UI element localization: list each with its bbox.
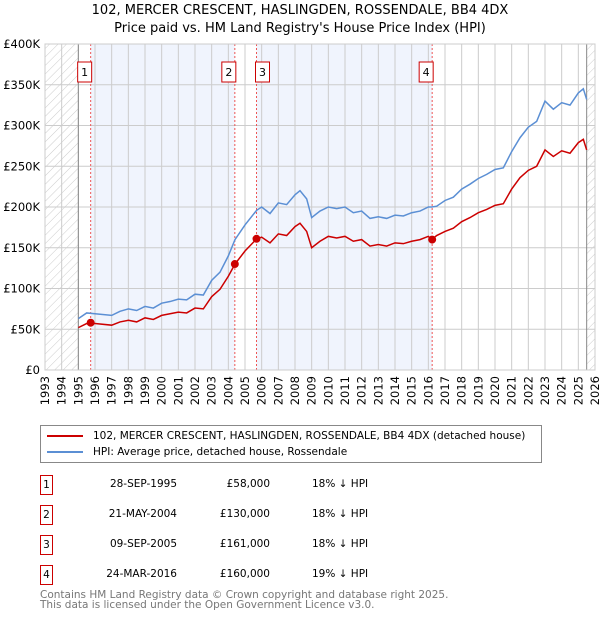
sale-point xyxy=(230,260,239,269)
sale-date: 21-MAY-2004 xyxy=(108,508,177,520)
property-line-swatch xyxy=(47,435,83,437)
x-tick-label: 2023 xyxy=(538,376,552,405)
chart-legend: 102, MERCER CRESCENT, HASLINGDEN, ROSSEN… xyxy=(40,425,542,463)
sale-label: 4 xyxy=(423,66,430,79)
sale-label-box xyxy=(255,61,270,83)
x-tick-label: 2006 xyxy=(255,376,269,405)
x-tick-label: 2020 xyxy=(488,376,502,405)
y-tick-label: £350K xyxy=(3,78,40,92)
x-tick-label: 2014 xyxy=(388,376,402,405)
x-tick-label: 2003 xyxy=(205,376,219,405)
y-tick-label: £300K xyxy=(3,119,40,133)
x-tick-label: 2013 xyxy=(371,376,385,405)
x-tick-label: 2004 xyxy=(221,376,235,405)
sale-number: 1 xyxy=(40,475,53,495)
y-tick-label: £400K xyxy=(3,37,40,51)
x-tick-label: 1993 xyxy=(38,376,52,405)
x-tick-label: 2010 xyxy=(321,376,335,405)
x-tick-label: 2001 xyxy=(171,376,185,405)
sale-label-box xyxy=(77,61,93,83)
x-tick-label: 2000 xyxy=(155,376,169,405)
hpi-line-swatch xyxy=(47,451,83,453)
x-tick-label: 2018 xyxy=(455,376,469,405)
x-tick-label: 2002 xyxy=(188,376,202,405)
sale-hpi-diff: 18% ↓ HPI xyxy=(312,508,369,520)
sale-point xyxy=(252,234,261,243)
property-price-line xyxy=(78,138,588,329)
chart-title: 102, MERCER CRESCENT, HASLINGDEN, ROSSEN… xyxy=(91,3,509,18)
x-tick-label: 1995 xyxy=(71,376,85,405)
sale-price: £161,000 xyxy=(219,538,270,550)
sale-price: £160,000 xyxy=(219,568,270,580)
sale-row: 3 09-SEP-2005 £161,000 18% ↓ HPI xyxy=(40,535,440,555)
y-tick-label: £150K xyxy=(3,241,40,255)
y-tick-label: £50K xyxy=(11,322,41,336)
footer-line-1: Contains HM Land Registry data © Crown c… xyxy=(40,589,449,601)
sale-price: £58,000 xyxy=(226,478,270,490)
legend-property: 102, MERCER CRESCENT, HASLINGDEN, ROSSEN… xyxy=(93,430,526,442)
sale-price: £130,000 xyxy=(219,508,270,520)
x-tick-label: 2021 xyxy=(505,376,519,405)
x-tick-label: 1996 xyxy=(88,376,102,405)
sale-number: 4 xyxy=(40,565,53,585)
x-tick-label: 2009 xyxy=(305,376,319,405)
sale-row: 2 21-MAY-2004 £130,000 18% ↓ HPI xyxy=(40,505,440,525)
y-tick-label: £0 xyxy=(25,363,40,377)
y-tick-label: £250K xyxy=(3,159,40,173)
x-tick-label: 2008 xyxy=(288,376,302,405)
sale-date: 09-SEP-2005 xyxy=(109,538,177,550)
x-tick-label: 2016 xyxy=(421,376,435,405)
x-tick-label: 2005 xyxy=(238,376,252,405)
x-tick-label: 1997 xyxy=(105,376,119,405)
sale-point xyxy=(86,318,95,327)
x-tick-label: 2011 xyxy=(338,376,352,405)
sale-label-box xyxy=(418,61,434,83)
hpi-line xyxy=(77,87,588,320)
sale-number: 2 xyxy=(40,505,53,525)
sale-row: 4 24-MAR-2016 £160,000 19% ↓ HPI xyxy=(40,565,440,585)
x-tick-label: 2026 xyxy=(588,376,600,405)
price-chart: £0 £50K £100K £150K £200K £250K £300K £350K £400… xyxy=(3,37,600,405)
x-tick-label: 1998 xyxy=(121,376,135,405)
sale-hpi-diff: 18% ↓ HPI xyxy=(312,538,369,550)
x-tick-label: 1994 xyxy=(55,376,69,405)
legend-hpi: HPI: Average price, detached house, Ross… xyxy=(93,446,348,458)
x-tick-label: 2007 xyxy=(271,376,285,405)
sale-number: 3 xyxy=(40,535,53,555)
sale-label: 3 xyxy=(259,66,266,79)
y-tick-label: £200K xyxy=(3,200,40,214)
sale-row: 1 28-SEP-1995 £58,000 18% ↓ HPI xyxy=(40,475,440,495)
x-tick-label: 2024 xyxy=(555,376,569,405)
sale-label-box xyxy=(221,61,237,83)
x-tick-label: 2025 xyxy=(571,376,585,405)
y-tick-label: £100K xyxy=(3,282,40,296)
sale-point xyxy=(428,235,437,244)
sale-hpi-diff: 19% ↓ HPI xyxy=(312,568,369,580)
plot-border xyxy=(44,43,596,371)
x-tick-label: 2017 xyxy=(438,376,452,405)
sale-date: 24-MAR-2016 xyxy=(106,568,177,580)
x-tick-label: 2022 xyxy=(521,376,535,405)
x-tick-label: 2012 xyxy=(355,376,369,405)
sale-label: 2 xyxy=(225,66,232,79)
x-tick-label: 1999 xyxy=(138,376,152,405)
x-tick-label: 2015 xyxy=(405,376,419,405)
sale-label: 1 xyxy=(81,66,88,79)
footer-line-2: This data is licensed under the Open Gov… xyxy=(40,599,375,611)
sale-hpi-diff: 18% ↓ HPI xyxy=(312,478,369,490)
sale-date: 28-SEP-1995 xyxy=(109,478,177,490)
x-tick-label: 2019 xyxy=(471,376,485,405)
footer: Contains HM Land Registry data © Crown c… xyxy=(40,589,449,611)
chart-subtitle: Price paid vs. HM Land Registry's House … xyxy=(114,21,486,36)
